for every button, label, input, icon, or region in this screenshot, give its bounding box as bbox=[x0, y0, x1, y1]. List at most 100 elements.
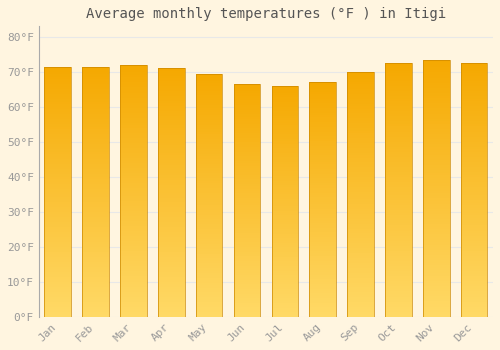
Bar bbox=[158, 197, 184, 200]
Bar bbox=[196, 237, 222, 239]
Bar bbox=[423, 201, 450, 204]
Bar bbox=[120, 158, 146, 161]
Bar bbox=[310, 134, 336, 136]
Bar bbox=[158, 68, 184, 71]
Bar bbox=[272, 130, 298, 132]
Bar bbox=[348, 84, 374, 86]
Bar bbox=[158, 135, 184, 138]
Bar bbox=[234, 182, 260, 184]
Bar bbox=[44, 294, 71, 297]
Bar bbox=[196, 275, 222, 278]
Bar bbox=[44, 279, 71, 282]
Bar bbox=[158, 118, 184, 120]
Bar bbox=[82, 262, 109, 264]
Bar bbox=[196, 200, 222, 202]
Bar bbox=[272, 160, 298, 162]
Bar bbox=[461, 309, 487, 312]
Bar bbox=[461, 195, 487, 197]
Bar bbox=[385, 132, 411, 134]
Bar bbox=[461, 149, 487, 152]
Bar bbox=[310, 199, 336, 202]
Bar bbox=[44, 277, 71, 279]
Bar bbox=[461, 93, 487, 96]
Bar bbox=[82, 182, 109, 184]
Bar bbox=[272, 148, 298, 150]
Bar bbox=[234, 166, 260, 168]
Bar bbox=[82, 199, 109, 202]
Bar bbox=[272, 250, 298, 252]
Bar bbox=[423, 242, 450, 245]
Bar bbox=[423, 113, 450, 116]
Bar bbox=[158, 302, 184, 304]
Bar bbox=[423, 126, 450, 129]
Bar bbox=[120, 231, 146, 234]
Bar bbox=[385, 126, 411, 129]
Bar bbox=[234, 268, 260, 270]
Bar bbox=[158, 170, 184, 173]
Bar bbox=[461, 307, 487, 309]
Bar bbox=[234, 221, 260, 224]
Bar bbox=[82, 209, 109, 212]
Bar bbox=[158, 292, 184, 294]
Bar bbox=[234, 208, 260, 210]
Bar bbox=[120, 261, 146, 264]
Bar bbox=[348, 180, 374, 182]
Bar bbox=[385, 213, 411, 215]
Bar bbox=[461, 111, 487, 114]
Bar bbox=[234, 254, 260, 256]
Bar bbox=[385, 187, 411, 190]
Bar bbox=[44, 234, 71, 237]
Bar bbox=[44, 112, 71, 114]
Bar bbox=[234, 263, 260, 266]
Bar bbox=[272, 204, 298, 206]
Bar bbox=[44, 274, 71, 277]
Bar bbox=[385, 101, 411, 104]
Bar bbox=[385, 289, 411, 292]
Bar bbox=[120, 241, 146, 244]
Bar bbox=[348, 94, 374, 96]
Bar bbox=[196, 163, 222, 166]
Bar bbox=[120, 75, 146, 77]
Bar bbox=[348, 263, 374, 265]
Bar bbox=[44, 187, 71, 189]
Bar bbox=[385, 89, 411, 91]
Bar bbox=[120, 146, 146, 148]
Bar bbox=[461, 160, 487, 162]
Bar bbox=[385, 142, 411, 144]
Bar bbox=[234, 89, 260, 91]
Bar bbox=[82, 277, 109, 279]
Bar bbox=[461, 185, 487, 187]
Bar bbox=[234, 161, 260, 163]
Bar bbox=[196, 103, 222, 105]
Bar bbox=[272, 190, 298, 192]
Bar bbox=[272, 310, 298, 312]
Bar bbox=[385, 78, 411, 81]
Bar bbox=[461, 152, 487, 154]
Bar bbox=[423, 149, 450, 152]
Bar bbox=[310, 178, 336, 181]
Bar bbox=[196, 217, 222, 219]
Bar bbox=[120, 183, 146, 186]
Bar bbox=[423, 294, 450, 296]
Bar bbox=[310, 239, 336, 242]
Bar bbox=[120, 234, 146, 236]
Bar bbox=[44, 154, 71, 157]
Bar bbox=[82, 139, 109, 142]
Bar bbox=[272, 116, 298, 118]
Bar bbox=[310, 167, 336, 169]
Bar bbox=[272, 183, 298, 185]
Bar bbox=[461, 96, 487, 99]
Bar bbox=[158, 140, 184, 143]
Bar bbox=[82, 177, 109, 179]
Bar bbox=[234, 280, 260, 282]
Bar bbox=[310, 246, 336, 249]
Bar bbox=[196, 110, 222, 112]
Bar bbox=[423, 301, 450, 304]
Bar bbox=[272, 123, 298, 125]
Bar bbox=[461, 73, 487, 76]
Bar bbox=[234, 145, 260, 147]
Bar bbox=[348, 204, 374, 206]
Bar bbox=[348, 229, 374, 231]
Bar bbox=[82, 77, 109, 79]
Bar bbox=[196, 178, 222, 181]
